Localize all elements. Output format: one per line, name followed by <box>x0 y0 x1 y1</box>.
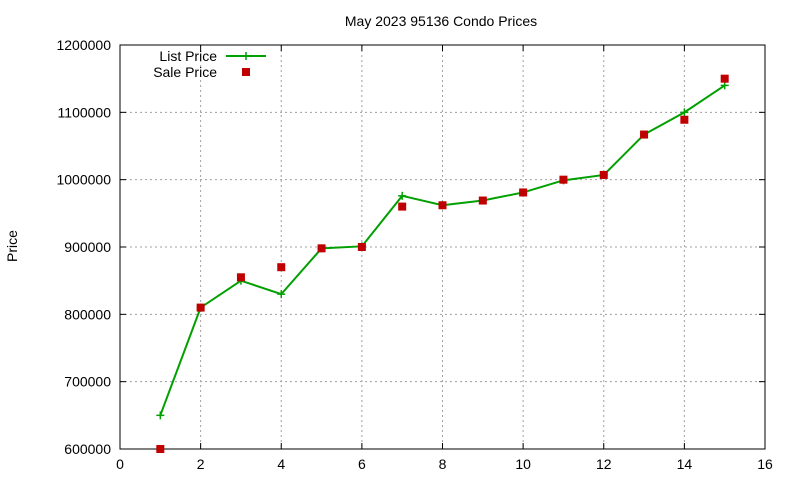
legend-label: Sale Price <box>153 64 217 80</box>
chart-title: May 2023 95136 Condo Prices <box>345 13 537 29</box>
data-point <box>398 202 407 211</box>
data-point <box>640 130 649 139</box>
series-sale-price <box>156 74 729 453</box>
data-point <box>680 115 689 124</box>
data-point <box>357 243 366 251</box>
legend-swatch-marker <box>242 52 250 60</box>
x-tick-label: 8 <box>439 456 447 472</box>
y-tick-label: 700000 <box>64 374 111 390</box>
x-tick-label: 0 <box>116 456 124 472</box>
data-point <box>720 74 729 83</box>
y-tick-label: 900000 <box>64 239 111 255</box>
data-point <box>720 81 729 90</box>
data-point <box>398 191 407 200</box>
y-tick-label: 1200000 <box>56 37 111 53</box>
x-tick-label: 16 <box>757 456 773 472</box>
data-point <box>680 108 689 117</box>
data-point <box>599 170 608 179</box>
data-point <box>438 201 447 210</box>
series-layer <box>156 74 729 453</box>
data-point <box>156 445 165 453</box>
grid <box>120 45 765 449</box>
data-point <box>317 244 326 253</box>
axis-ticks: 0 2 4 6 8 10 12 14 16 600000 700000 800000 900000 100… <box>56 37 773 472</box>
x-tick-label: 14 <box>677 456 693 472</box>
legend-label: List Price <box>159 48 217 64</box>
data-point <box>519 188 528 197</box>
x-tick-label: 10 <box>515 456 531 472</box>
x-tick-label: 2 <box>197 456 205 472</box>
y-tick-label: 1100000 <box>58 104 112 120</box>
y-tick-label: 600000 <box>64 441 111 457</box>
data-point <box>196 303 205 312</box>
x-tick-label: 6 <box>358 456 366 472</box>
x-tick-label: 4 <box>277 456 285 472</box>
y-tick-label: 800000 <box>64 306 111 322</box>
y-tick-label: 1000000 <box>56 172 111 188</box>
plot-frame <box>119 44 766 450</box>
data-point <box>236 273 245 282</box>
data-point <box>156 411 165 420</box>
legend-swatch-marker <box>242 68 250 76</box>
data-point <box>559 175 568 184</box>
data-point <box>478 196 487 205</box>
data-point <box>277 263 286 272</box>
x-tick-label: 12 <box>596 456 612 472</box>
y-axis-label: Price <box>4 230 20 262</box>
data-point <box>277 290 286 299</box>
